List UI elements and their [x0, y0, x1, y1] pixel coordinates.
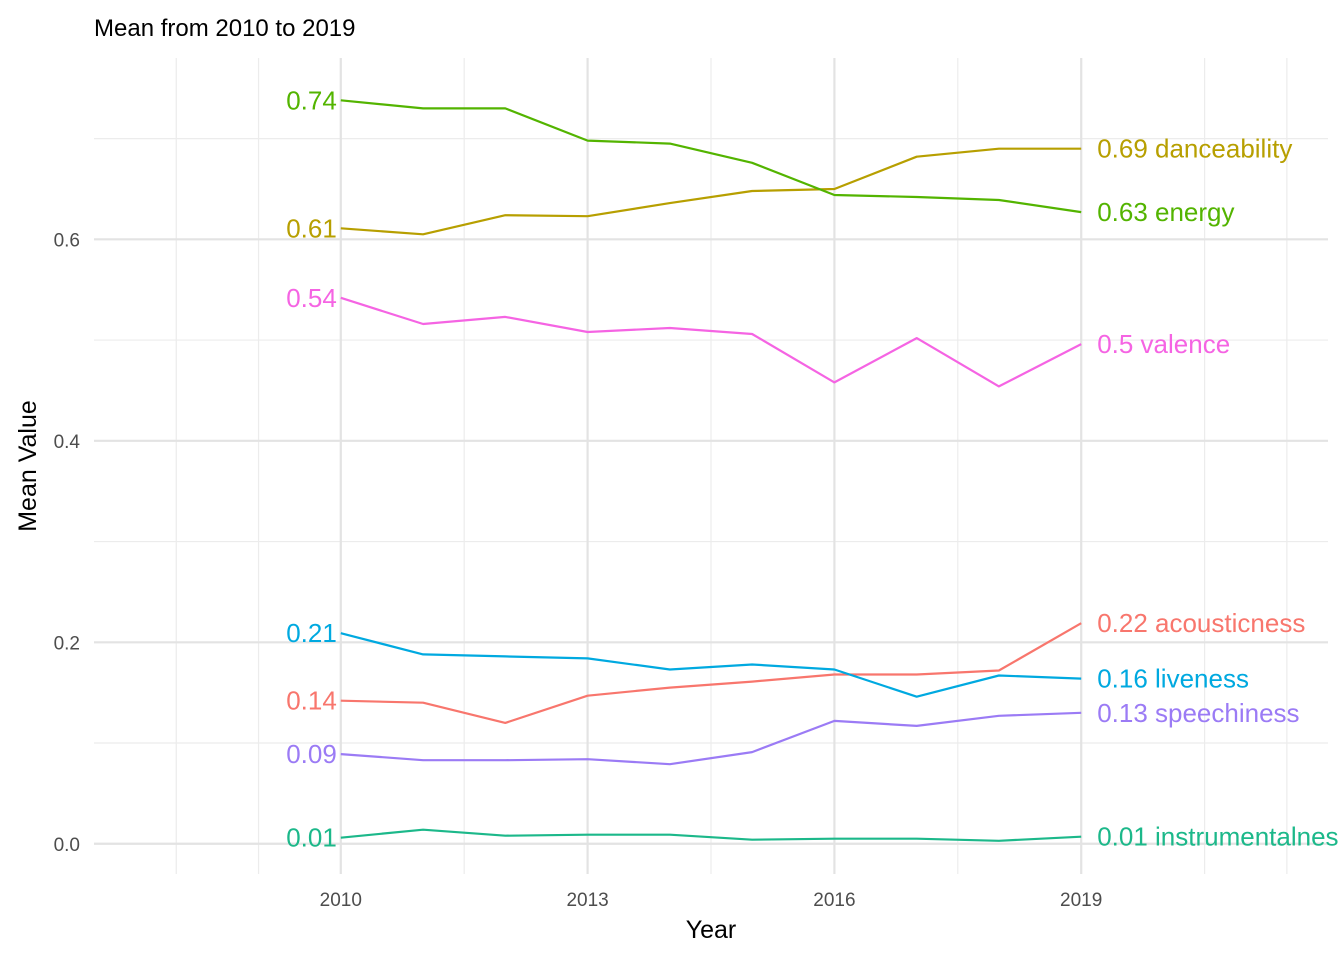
x-tick-label: 2016 [813, 890, 855, 911]
end-label-valence: 0.5 valence [1097, 329, 1230, 359]
start-label-acousticness: 0.14 [286, 686, 337, 716]
start-label-valence: 0.54 [286, 283, 337, 313]
series-line-acousticness [340, 622, 1082, 725]
end-label-instrumentalness: 0.01 instrumentalnes [1097, 822, 1338, 852]
start-label-liveness: 0.21 [286, 618, 337, 648]
series-line-speechiness [340, 711, 1082, 766]
end-label-liveness: 0.16 liveness [1097, 664, 1249, 694]
y-tick-labels: 0.0 0.2 0.4 0.6 [54, 230, 81, 855]
start-label-instrumentalness: 0.01 [286, 823, 337, 853]
x-tick-labels: 2010 2013 2016 2019 [320, 890, 1103, 911]
x-tick-label: 2010 [320, 890, 362, 911]
series-labels: 0.61 0.69 danceability 0.74 0.63 energy 0.54… [286, 85, 1338, 852]
y-tick-label: 0.6 [54, 230, 80, 251]
end-label-danceability: 0.69 danceability [1097, 134, 1292, 164]
y-tick-label: 0.2 [54, 633, 80, 654]
chart-title: Mean from 2010 to 2019 [94, 15, 356, 42]
series-line-instrumentalness [340, 828, 1082, 842]
series-line-danceability [340, 147, 1082, 236]
start-label-danceability: 0.61 [286, 213, 337, 243]
x-axis-title: Year [686, 916, 737, 944]
series-lines [340, 99, 1082, 842]
grid-major [94, 58, 1328, 874]
start-label-energy: 0.74 [286, 85, 337, 115]
end-label-speechiness: 0.13 speechiness [1097, 698, 1299, 728]
series-line-valence [340, 296, 1082, 388]
x-tick-label: 2019 [1060, 890, 1102, 911]
y-tick-label: 0.4 [54, 432, 81, 453]
end-label-acousticness: 0.22 acousticness [1097, 608, 1305, 638]
end-label-energy: 0.63 energy [1097, 197, 1234, 227]
y-tick-label: 0.0 [54, 835, 80, 856]
start-label-speechiness: 0.09 [286, 739, 337, 769]
x-tick-label: 2013 [566, 890, 608, 911]
grid-minor [94, 58, 1328, 874]
series-line-energy [340, 99, 1082, 214]
series-line-liveness [340, 632, 1082, 698]
y-axis-title: Mean Value [14, 400, 42, 532]
